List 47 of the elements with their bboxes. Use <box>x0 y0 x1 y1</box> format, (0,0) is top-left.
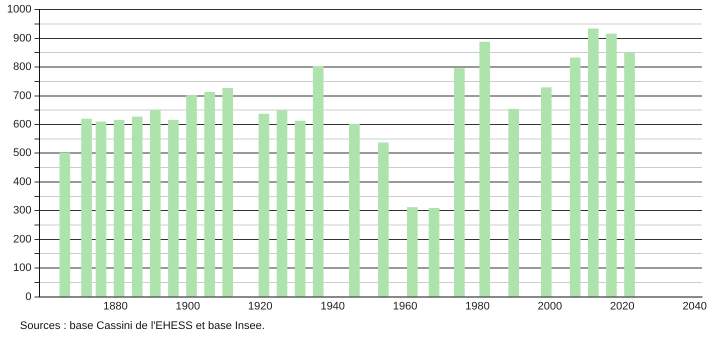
x-tick-label: 1900 <box>176 300 200 312</box>
bar <box>570 58 581 297</box>
bar <box>186 94 197 297</box>
x-tick-label: 1940 <box>320 300 345 312</box>
y-tick-label: 700 <box>13 90 32 102</box>
bar <box>114 120 124 297</box>
y-tick-label: 500 <box>13 147 32 160</box>
bar <box>428 208 440 297</box>
x-tick-label: 1980 <box>465 300 490 312</box>
bar <box>96 122 106 297</box>
y-tick-label: 300 <box>13 204 32 217</box>
x-tick-label: 1960 <box>392 300 418 312</box>
bar <box>378 142 389 297</box>
bar <box>606 34 617 297</box>
bar <box>624 52 635 297</box>
bar <box>479 42 490 297</box>
bar <box>150 110 161 297</box>
x-tick-label: 2040 <box>682 300 707 312</box>
bar <box>312 66 324 297</box>
source-note: Sources : base Cassini de l'EHESS et base Insee. <box>20 320 265 332</box>
bar <box>168 120 179 297</box>
y-tick-label: 100 <box>13 262 32 274</box>
y-tick-label: 900 <box>13 32 32 44</box>
y-tick-label: 1000 <box>6 4 32 16</box>
y-tick-label: 0 <box>25 290 32 303</box>
bar <box>59 152 70 297</box>
y-tick-label: 200 <box>13 233 32 246</box>
bar <box>258 114 270 297</box>
bar <box>349 124 360 297</box>
x-tick-label: 1880 <box>103 300 128 312</box>
bar <box>454 68 465 297</box>
y-tick-label: 600 <box>13 118 32 131</box>
bar <box>540 87 552 297</box>
bar <box>132 116 143 297</box>
bar <box>204 92 215 297</box>
x-tick-label: 1920 <box>248 300 273 312</box>
bar <box>508 108 520 297</box>
bar <box>406 207 418 297</box>
y-tick-label: 800 <box>13 61 32 74</box>
y-tick-label: 400 <box>13 176 32 188</box>
x-tick-label: 2000 <box>538 300 562 312</box>
x-tick-label: 2020 <box>610 300 635 312</box>
bar <box>222 88 234 297</box>
bar <box>81 118 92 297</box>
bar <box>294 120 306 297</box>
bar <box>276 110 288 297</box>
bar <box>588 28 599 297</box>
